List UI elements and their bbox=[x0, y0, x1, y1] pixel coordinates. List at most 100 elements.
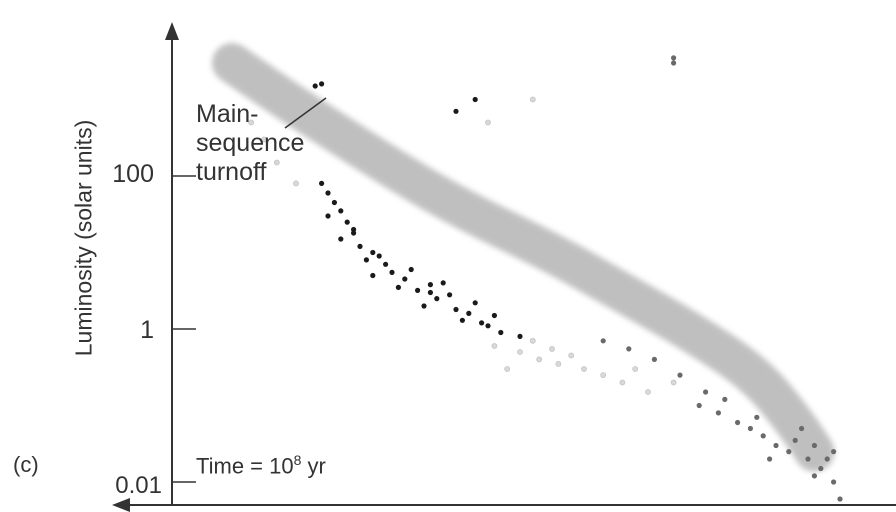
star-point-dark bbox=[453, 108, 459, 114]
star-point-mid bbox=[760, 433, 766, 439]
star-point-light bbox=[248, 119, 255, 126]
y-tick-label-001: 0.01 bbox=[115, 472, 162, 499]
x-axis-arrowhead bbox=[112, 498, 130, 512]
y-tick-label-100: 100 bbox=[112, 160, 154, 188]
star-point-light bbox=[600, 372, 607, 378]
star-points bbox=[248, 55, 843, 502]
star-point-dark bbox=[389, 269, 395, 275]
star-point-light bbox=[529, 96, 536, 103]
star-point-light bbox=[517, 349, 523, 355]
star-point-light bbox=[485, 119, 491, 126]
time-suffix: yr bbox=[301, 453, 326, 479]
star-point-mid bbox=[811, 442, 818, 449]
star-point-light bbox=[293, 180, 299, 187]
star-point-dark bbox=[370, 249, 376, 256]
star-point-mid bbox=[837, 496, 843, 502]
star-point-dark bbox=[376, 253, 382, 259]
star-point-mid bbox=[722, 396, 728, 402]
star-point-dark bbox=[472, 96, 478, 103]
star-point-light bbox=[619, 379, 626, 386]
star-point-dark bbox=[395, 284, 401, 290]
star-point-dark bbox=[447, 292, 453, 298]
star-point-dark bbox=[427, 282, 433, 288]
star-point-mid bbox=[773, 442, 779, 449]
star-point-dark bbox=[479, 320, 485, 326]
star-point-light bbox=[491, 343, 498, 349]
star-point-dark bbox=[357, 243, 363, 249]
star-point-dark bbox=[472, 300, 478, 306]
star-point-light bbox=[670, 379, 677, 386]
time-exponent: 8 bbox=[293, 452, 302, 468]
star-point-light bbox=[581, 366, 587, 372]
star-point-dark bbox=[485, 323, 491, 329]
star-point-mid bbox=[831, 449, 837, 455]
star-point-dark bbox=[498, 329, 504, 336]
turnoff-annotation: Main- sequence turnoff bbox=[196, 100, 304, 187]
star-point-mid bbox=[824, 456, 830, 462]
turnoff-annotation-line: Main- bbox=[196, 100, 259, 128]
star-point-dark bbox=[338, 236, 344, 242]
star-point-dark bbox=[351, 226, 357, 233]
star-point-mid bbox=[651, 356, 658, 362]
y-tick-label-1: 1 bbox=[140, 316, 154, 344]
star-point-dark bbox=[434, 296, 440, 302]
star-point-mid bbox=[671, 60, 677, 66]
star-point-mid bbox=[703, 389, 709, 395]
star-point-light bbox=[645, 389, 651, 395]
star-point-dark bbox=[312, 83, 318, 89]
star-point-light bbox=[529, 337, 536, 344]
star-point-dark bbox=[325, 190, 331, 196]
star-point-mid bbox=[735, 419, 741, 426]
star-point-dark bbox=[459, 317, 465, 323]
main-sequence-band-path bbox=[212, 43, 835, 472]
turnoff-annotation-line: sequence bbox=[196, 129, 305, 157]
star-point-dark bbox=[491, 312, 497, 319]
turnoff-annotation-line: turnoff bbox=[196, 158, 267, 186]
star-point-light bbox=[568, 352, 575, 359]
star-point-mid bbox=[767, 456, 773, 462]
star-point-dark bbox=[427, 289, 433, 296]
star-point-mid bbox=[805, 456, 811, 462]
star-point-dark bbox=[383, 261, 389, 267]
star-point-dark bbox=[344, 219, 350, 225]
star-point-dark bbox=[421, 303, 427, 309]
star-point-dark bbox=[338, 208, 344, 214]
time-prefix: Time = 10 bbox=[196, 453, 294, 479]
main-sequence-band bbox=[212, 43, 835, 472]
star-point-dark bbox=[319, 81, 325, 87]
star-point-mid bbox=[786, 449, 792, 455]
star-point-mid bbox=[747, 425, 754, 432]
axes bbox=[112, 22, 896, 512]
star-point-mid bbox=[831, 479, 837, 485]
star-point-mid bbox=[671, 55, 677, 61]
star-point-light bbox=[632, 366, 639, 372]
star-point-dark bbox=[453, 306, 459, 313]
star-point-dark bbox=[370, 272, 376, 279]
star-point-dark bbox=[466, 310, 472, 316]
star-point-dark bbox=[402, 276, 408, 282]
star-point-dark bbox=[415, 287, 421, 293]
star-point-dark bbox=[517, 333, 523, 339]
y-axis-arrowhead bbox=[165, 22, 179, 40]
star-point-mid bbox=[600, 338, 606, 344]
turnoff-pointer-line bbox=[284, 97, 327, 129]
star-point-mid bbox=[754, 414, 760, 420]
star-point-light bbox=[261, 136, 267, 143]
star-point-light bbox=[504, 366, 511, 372]
star-point-mid bbox=[799, 425, 805, 432]
time-annotation: Time = 108 yr bbox=[196, 452, 326, 479]
star-point-light bbox=[555, 360, 562, 367]
star-point-light bbox=[536, 356, 543, 363]
star-point-dark bbox=[325, 213, 331, 219]
star-point-mid bbox=[677, 372, 683, 378]
star-point-mid bbox=[818, 465, 824, 472]
star-point-dark bbox=[319, 180, 325, 186]
star-point-light bbox=[273, 159, 280, 166]
star-point-mid bbox=[696, 402, 702, 409]
star-point-mid bbox=[792, 437, 798, 443]
star-point-dark bbox=[408, 266, 414, 273]
star-point-light bbox=[549, 345, 555, 352]
star-point-dark bbox=[440, 280, 446, 286]
star-point-mid bbox=[626, 346, 632, 352]
